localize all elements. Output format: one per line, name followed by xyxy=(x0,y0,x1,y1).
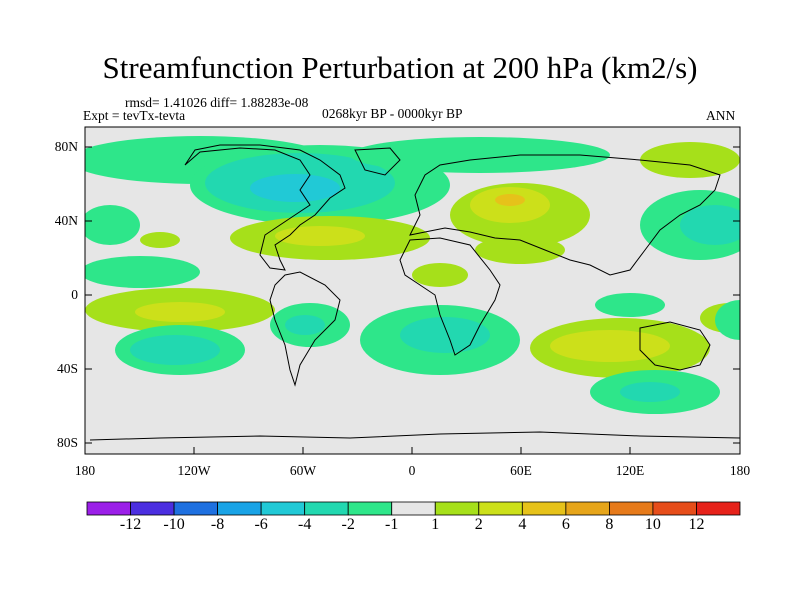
antarctica-outline xyxy=(89,431,740,441)
anomaly-contour xyxy=(715,300,740,340)
colorbar-swatch xyxy=(609,501,654,516)
anomaly-contour xyxy=(85,205,140,245)
colorbar-label: -6 xyxy=(254,516,268,533)
colorbar-label: 4 xyxy=(518,516,527,533)
colorbar-label: 2 xyxy=(474,516,483,533)
north-america-outline xyxy=(184,144,346,271)
south-america-outline xyxy=(269,271,341,387)
colorbar-label: -8 xyxy=(210,516,225,533)
colorbar-swatch xyxy=(434,501,480,516)
colorbar-label: 10 xyxy=(644,516,661,533)
anomaly-contour xyxy=(495,194,525,206)
anomaly-contour xyxy=(140,232,180,248)
colorbar-swatch xyxy=(130,501,175,516)
colorbar-swatch xyxy=(652,501,697,516)
greenland-outline xyxy=(354,147,401,176)
anomaly-contour xyxy=(595,293,665,317)
experiment-label: Expt = tevTx-tevta xyxy=(83,108,186,123)
africa-outline xyxy=(399,237,501,356)
lon-label: 180 xyxy=(74,463,96,478)
colorbar-swatch xyxy=(260,501,306,516)
colorbar-label: 8 xyxy=(605,516,614,533)
anomaly-contour xyxy=(680,205,740,245)
page-title: Streamfunction Perturbation at 200 hPa (… xyxy=(102,50,698,85)
colorbar-swatch xyxy=(478,501,523,516)
colorbar-label: -12 xyxy=(119,516,142,533)
lon-label: 60E xyxy=(510,463,532,478)
lon-label: 60W xyxy=(289,463,317,478)
colorbar-swatch xyxy=(304,501,349,516)
colorbar-label: -1 xyxy=(385,516,399,533)
australia-outline xyxy=(639,321,711,371)
anomaly-contour xyxy=(85,256,200,288)
anomaly-contour xyxy=(640,142,740,178)
colorbar-label: -4 xyxy=(297,516,312,533)
colorbar-swatch xyxy=(217,501,262,516)
lon-label: 120E xyxy=(615,463,645,478)
anomaly-contour xyxy=(350,137,610,173)
colorbar-label: -10 xyxy=(163,516,185,533)
lat-label: 40S xyxy=(56,361,78,376)
anomaly-contour xyxy=(620,382,680,402)
axis-ticks xyxy=(85,146,740,454)
lon-label: 0 xyxy=(408,463,416,478)
lat-label: 80N xyxy=(54,139,78,154)
anomaly-contour xyxy=(250,174,340,202)
colorbar-label: -2 xyxy=(341,516,355,533)
lon-label: 120W xyxy=(177,463,211,478)
stats-text: rmsd= 1.41026 diff= 1.88283e-08 xyxy=(125,95,309,110)
colorbar xyxy=(86,501,741,516)
anomaly-contour xyxy=(275,226,365,246)
colorbar-swatch xyxy=(347,501,393,516)
anomaly-contour xyxy=(135,302,225,322)
anomaly-contour xyxy=(130,335,220,365)
anomaly-contour xyxy=(550,330,670,362)
anomaly-contour xyxy=(412,263,468,287)
lon-label: 180 xyxy=(729,463,751,478)
anomaly-contour xyxy=(285,315,325,335)
anomaly-field xyxy=(85,136,740,414)
eurasia-outline xyxy=(409,154,721,276)
colorbar-label: 12 xyxy=(688,516,705,533)
lat-label: 40N xyxy=(54,213,78,228)
colorbar-swatch xyxy=(521,501,567,516)
period-label: 0268kyr BP - 0000kyr BP xyxy=(322,106,463,121)
colorbar-swatch xyxy=(173,501,219,516)
colorbar-swatch xyxy=(391,501,436,516)
season-label: ANN xyxy=(706,108,736,123)
colorbar-swatch xyxy=(696,501,741,516)
colorbar-label: 1 xyxy=(431,516,440,533)
lat-label: 80S xyxy=(56,435,78,450)
colorbar-label: 6 xyxy=(561,516,570,533)
colorbar-swatch xyxy=(565,501,610,516)
anomaly-contour xyxy=(400,317,490,353)
lat-label: 0 xyxy=(71,287,78,302)
coastlines xyxy=(89,144,740,441)
anomaly-contour xyxy=(475,236,565,264)
colorbar-swatch xyxy=(86,501,131,516)
